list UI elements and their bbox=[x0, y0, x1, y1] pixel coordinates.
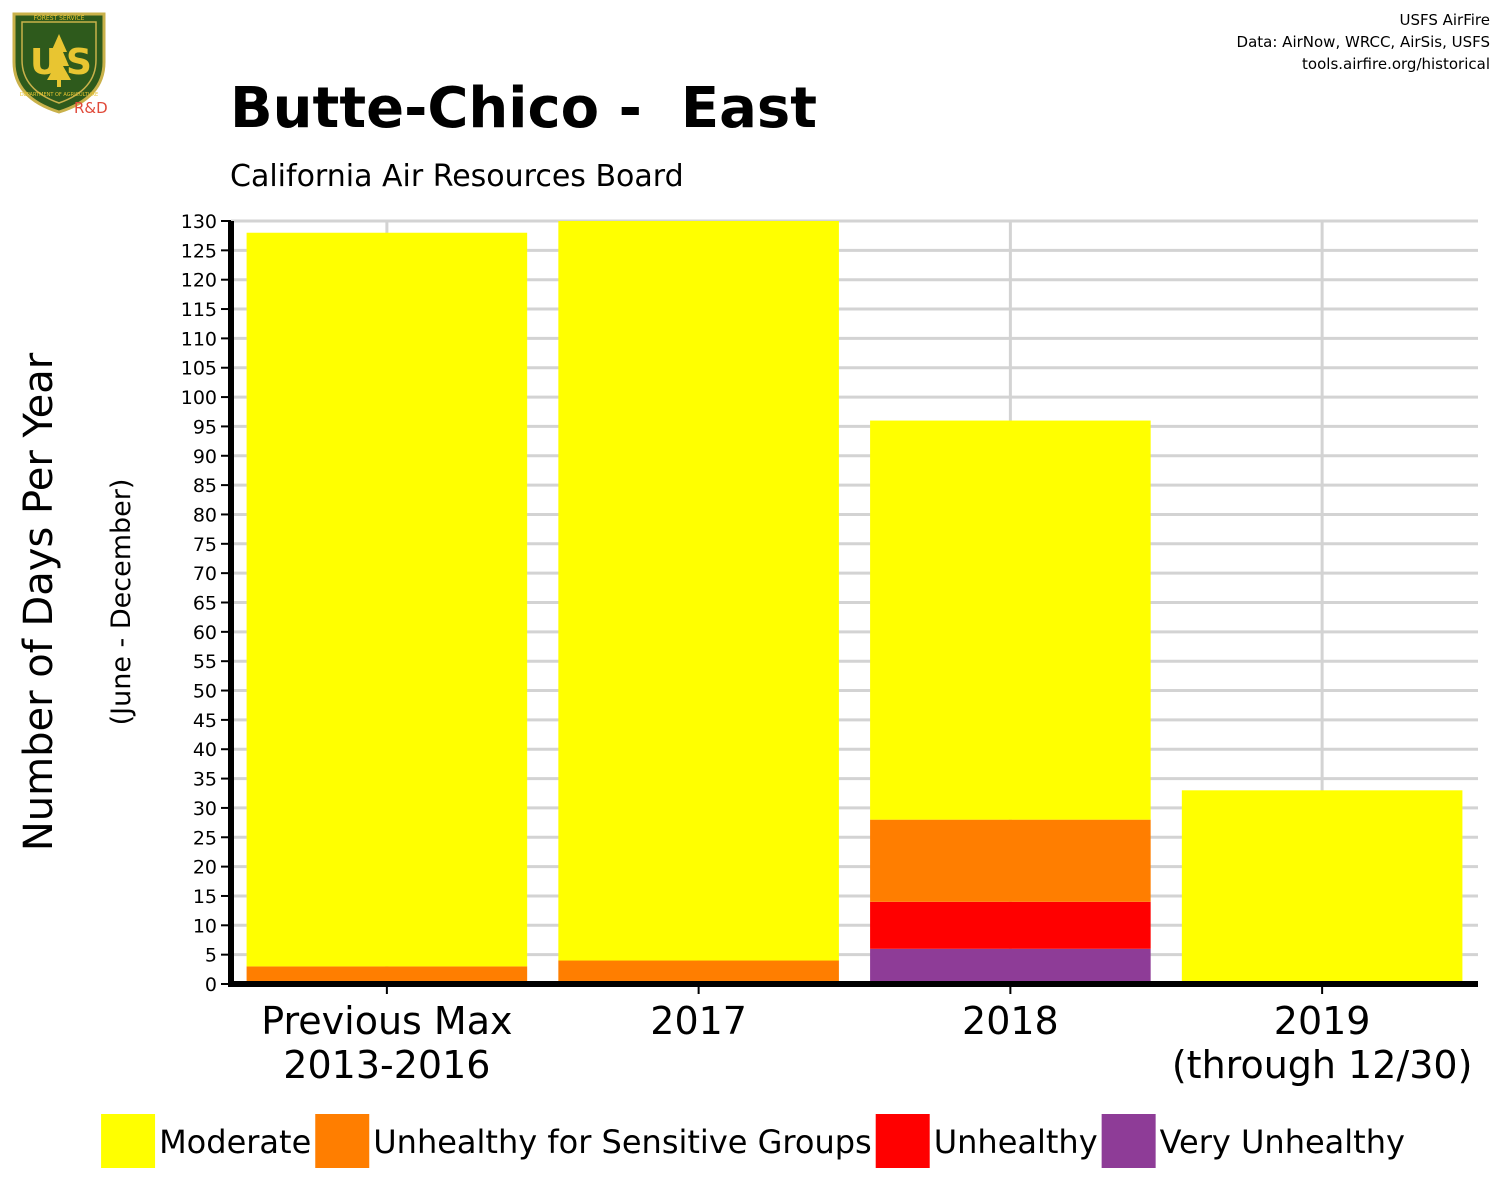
y-tick-label: 35 bbox=[193, 769, 217, 791]
x-tick-label: (through 12/30) bbox=[1172, 1043, 1473, 1087]
credit-line-3: tools.airfire.org/historical bbox=[1302, 55, 1490, 73]
y-tick-label: 100 bbox=[181, 387, 217, 409]
legend-swatch-unhealthy bbox=[875, 1114, 930, 1168]
x-tick-label: 2018 bbox=[962, 999, 1059, 1043]
bar-segment-unhealthy-for-sensitive-groups bbox=[558, 960, 839, 984]
y-tick-label: 0 bbox=[205, 974, 217, 996]
y-tick-label: 85 bbox=[193, 475, 217, 497]
x-tick-label: 2017 bbox=[650, 999, 747, 1043]
credit-line-2: Data: AirNow, WRCC, AirSis, USFS bbox=[1237, 33, 1490, 51]
y-tick-label: 55 bbox=[193, 651, 217, 673]
y-tick-labels: 0 5 10 15 20 25 30 35 40 45 50 55 60 65 70 75 80 85 90 95 10… bbox=[181, 211, 217, 996]
legend-swatch-moderate bbox=[101, 1114, 156, 1168]
chart-title: Butte-Chico - East bbox=[230, 76, 817, 141]
x-tick-label: Previous Max bbox=[261, 999, 512, 1043]
y-tick-label: 10 bbox=[193, 915, 217, 937]
legend-label-very-unhealthy: Very Unhealthy bbox=[1160, 1123, 1405, 1161]
y-tick-label: 115 bbox=[181, 299, 217, 321]
legend-label-unhealthy-for-sensitive-groups: Unhealthy for Sensitive Groups bbox=[373, 1123, 871, 1161]
legend-swatch-unhealthy-for-sensitive-groups bbox=[315, 1114, 370, 1168]
y-tick-label: 25 bbox=[193, 827, 217, 849]
y-tick-label: 40 bbox=[193, 739, 217, 761]
y-tick-label: 80 bbox=[193, 504, 217, 526]
bar-segment-unhealthy-for-sensitive-groups bbox=[870, 819, 1151, 902]
logo-rd-label: R&D bbox=[74, 99, 108, 117]
axes bbox=[221, 220, 1478, 994]
y-tick-label: 120 bbox=[181, 270, 217, 292]
legend-label-moderate: Moderate bbox=[159, 1123, 311, 1161]
logo-letter-s: S bbox=[66, 42, 92, 83]
bar-segment-moderate bbox=[246, 232, 528, 967]
bar-segment-moderate bbox=[1181, 790, 1463, 984]
legend: Moderate Unhealthy for Sensitive Groups Un… bbox=[101, 1114, 1405, 1168]
y-tick-label: 60 bbox=[193, 622, 217, 644]
legend-label-unhealthy: Unhealthy bbox=[934, 1123, 1098, 1161]
logo-bottom-text: DEPARTMENT OF AGRICULTURE bbox=[20, 92, 98, 98]
bars bbox=[246, 221, 1463, 984]
y-tick-label: 30 bbox=[193, 798, 217, 820]
bar-segment-moderate bbox=[870, 420, 1151, 820]
bar-segment-unhealthy bbox=[870, 901, 1151, 949]
y-tick-label: 50 bbox=[193, 681, 217, 703]
y-tick-label: 125 bbox=[181, 240, 217, 262]
bar-segment-moderate bbox=[558, 221, 839, 961]
y-tick-label: 130 bbox=[181, 211, 217, 233]
x-tick-label: 2019 bbox=[1274, 999, 1371, 1043]
bar-segment-unhealthy-for-sensitive-groups bbox=[246, 966, 528, 984]
y-tick-label: 70 bbox=[193, 563, 217, 585]
y-tick-label: 95 bbox=[193, 416, 217, 438]
y-axis-label: Number of Days Per Year bbox=[16, 352, 62, 851]
legend-swatch-very-unhealthy bbox=[1101, 1114, 1156, 1168]
y-tick-label: 90 bbox=[193, 446, 217, 468]
usfs-logo: U S FOREST SERVICE DEPARTMENT OF AGRICUL… bbox=[12, 12, 106, 114]
y-tick-label: 110 bbox=[181, 328, 217, 350]
y-tick-label: 15 bbox=[193, 886, 217, 908]
y-tick-label: 65 bbox=[193, 593, 217, 615]
y-tick-label: 45 bbox=[193, 710, 217, 732]
bar-segment-very-unhealthy bbox=[870, 948, 1151, 984]
y-tick-label: 20 bbox=[193, 857, 217, 879]
chart-subtitle: California Air Resources Board bbox=[230, 159, 684, 194]
y-tick-label: 75 bbox=[193, 534, 217, 556]
x-tick-label: 2013-2016 bbox=[283, 1043, 490, 1087]
credit-line-1: USFS AirFire bbox=[1399, 11, 1490, 29]
y-axis-sublabel: (June - December) bbox=[106, 479, 137, 726]
y-tick-label: 105 bbox=[181, 358, 217, 380]
tree-icon bbox=[47, 34, 71, 80]
y-tick-label: 5 bbox=[205, 945, 217, 967]
logo-top-text: FOREST SERVICE bbox=[34, 15, 85, 22]
